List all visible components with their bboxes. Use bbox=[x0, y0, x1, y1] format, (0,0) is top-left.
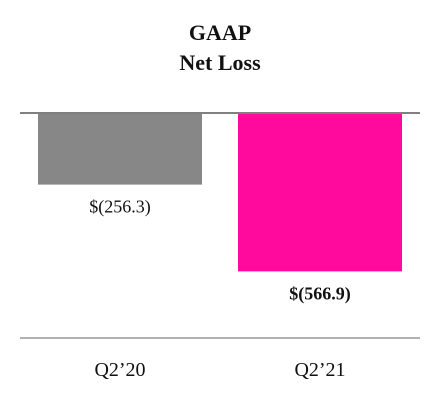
labels-group: $(256.3) Q2’20 $(566.9) Q2’21 bbox=[89, 197, 351, 381]
chart-title-line-1: GAAP bbox=[189, 20, 251, 45]
category-label-q2-20: Q2’20 bbox=[94, 359, 145, 381]
value-label-q2-21: $(566.9) bbox=[289, 283, 351, 304]
value-label-q2-20: $(256.3) bbox=[89, 197, 151, 218]
bar-q2-20 bbox=[38, 113, 202, 185]
chart-title-line-2: Net Loss bbox=[179, 50, 261, 75]
bars-group bbox=[38, 113, 402, 272]
bar-q2-21 bbox=[238, 113, 402, 272]
category-label-q2-21: Q2’21 bbox=[294, 359, 345, 381]
